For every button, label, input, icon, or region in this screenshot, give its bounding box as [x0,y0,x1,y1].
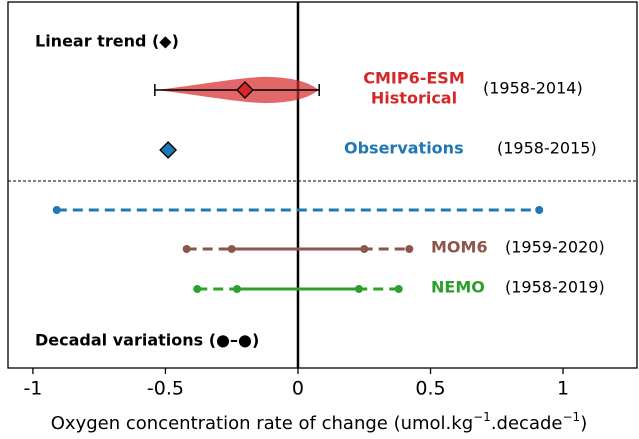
series-name: Observations [344,139,464,158]
x-label-part: ) [580,413,587,434]
x-label-part: Oxygen concentration rate of change (umo… [51,413,473,434]
x-tick-label: 1 [557,378,569,400]
x-tick-label: 0.5 [415,378,445,400]
series-name: Historical [371,89,457,108]
diamond [236,81,254,99]
range-dot [233,285,242,293]
diamond [159,141,178,159]
x-label-part: .decade [491,413,563,434]
series-period: (1958-2015) [497,139,597,158]
plot-frame [7,1,638,369]
x-tick-label: -1 [23,378,42,400]
x-label-part: −1 [473,410,491,424]
series-period: (1958-2019) [505,278,605,297]
range-dot [52,206,61,214]
range-dot [405,245,414,253]
x-label-part: −1 [562,410,580,424]
series-name: CMIP6-ESM [363,69,465,88]
x-tick-label: 0 [292,378,304,400]
decadal-title: Decadal variations (●–●) [35,331,259,350]
range-dot [193,285,202,293]
range-dot [394,285,403,293]
series-period: (1959-2020) [505,238,605,257]
x-axis-label: Oxygen concentration rate of change (umo… [51,410,587,435]
range-dot [227,245,236,253]
trend-title: Linear trend (◆) [35,32,179,51]
series-name: MOM6 [431,238,488,257]
range-dot [360,245,369,253]
range-dot [535,206,544,214]
x-tick-label: -0.5 [147,378,184,400]
range-dot [182,245,191,253]
range-dot [354,285,363,293]
series-period: (1958-2014) [483,79,583,98]
series-name: NEMO [431,278,485,297]
